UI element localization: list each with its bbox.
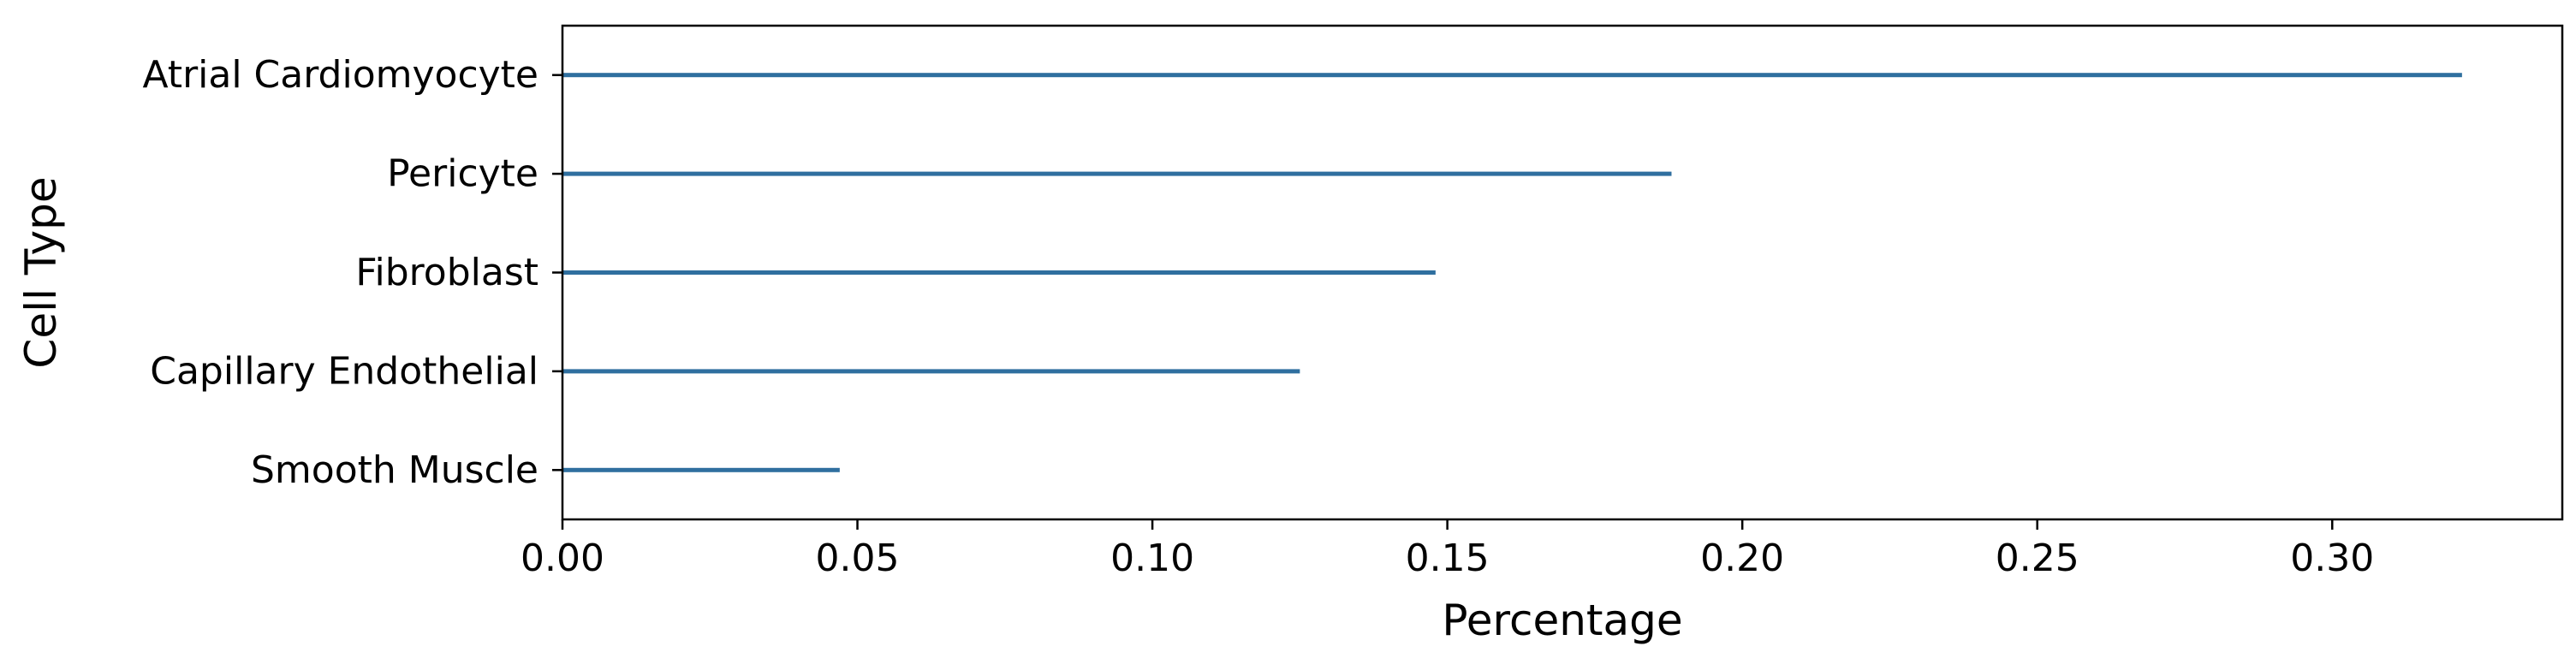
bar-pericyte	[562, 171, 1672, 176]
x-tick-label: 0.25	[1996, 537, 2079, 580]
x-tick-label: 0.15	[1406, 537, 1490, 580]
y-tick-label: Pericyte	[387, 152, 538, 196]
y-tick-label: Capillary Endothelial	[150, 349, 538, 393]
bar-capillary-endothelial	[562, 369, 1300, 374]
x-tick-label: 0.00	[521, 537, 604, 580]
y-axis-label: Cell Type	[16, 176, 66, 368]
x-ticks-group: 0.00 0.05 0.10 0.15 0.20 0.25 0.30	[521, 519, 2374, 580]
x-tick-label: 0.05	[816, 537, 900, 580]
y-ticks-group: Atrial Cardiomyocyte Pericyte Fibroblast Ca…	[142, 53, 562, 492]
y-tick-label: Smooth Muscle	[251, 448, 538, 492]
x-axis-label: Percentage	[1442, 596, 1682, 645]
plot-frame	[561, 24, 2564, 521]
bar-smooth-muscle	[562, 467, 840, 472]
bar-atrial-cardiomyocyte	[562, 73, 2462, 78]
bar-fibroblast	[562, 270, 1436, 275]
x-tick-label: 0.10	[1110, 537, 1194, 580]
x-tick-label: 0.20	[1700, 537, 1784, 580]
y-tick-label: Fibroblast	[355, 251, 538, 294]
bars-group	[562, 73, 2462, 472]
y-tick-label: Atrial Cardiomyocyte	[142, 53, 538, 97]
x-tick-label: 0.30	[2290, 537, 2374, 580]
